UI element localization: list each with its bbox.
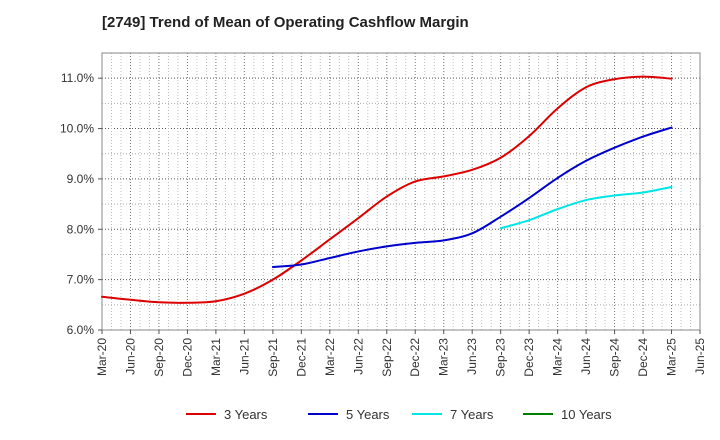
series-lines: [101, 75, 673, 304]
x-tick-label: Dec-22: [408, 338, 422, 377]
series-line-5-years: [271, 126, 673, 269]
y-tick-label: 11.0%: [61, 71, 94, 85]
x-tick-label: Sep-20: [152, 338, 166, 377]
legend-label: 10 Years: [561, 407, 612, 422]
x-tick-label: Mar-23: [437, 338, 451, 376]
x-tick-label: Jun-20: [123, 338, 137, 375]
x-tick-label: Sep-21: [266, 338, 280, 377]
x-tick-label: Sep-22: [380, 338, 394, 377]
y-tick-label: 10.0%: [60, 122, 94, 136]
x-tick-label: Jun-25: [693, 338, 707, 375]
y-tick-label: 9.0%: [67, 172, 95, 186]
x-axis: Mar-20 Jun-20 Sep-20 Dec-20 Mar-21 Jun-21 Sep-…: [95, 330, 707, 377]
legend: 3 Years 5 Years 7 Years 10 Years: [186, 407, 612, 422]
x-tick-label: Jun-23: [465, 338, 479, 375]
grid: [102, 52, 700, 331]
x-tick-label: Mar-22: [323, 338, 337, 376]
legend-label: 3 Years: [224, 407, 268, 422]
x-tick-label: Dec-23: [522, 338, 536, 377]
legend-label: 7 Years: [450, 407, 494, 422]
x-tick-label: Mar-25: [665, 338, 679, 376]
x-tick-label: Jun-22: [351, 338, 365, 375]
series-line-3-years: [101, 75, 673, 304]
x-tick-label: Mar-24: [551, 338, 565, 376]
x-tick-label: Mar-20: [95, 338, 109, 376]
plot-area: [101, 52, 701, 331]
chart-title: [2749] Trend of Mean of Operating Cashfl…: [102, 14, 469, 31]
y-tick-label: 7.0%: [67, 273, 95, 287]
x-tick-label: Sep-24: [608, 338, 622, 377]
series-line-7-years: [499, 185, 673, 230]
y-tick-label: 8.0%: [67, 222, 95, 236]
y-axis: 6.0% 7.0% 8.0% 9.0% 10.0% 11.0%: [60, 71, 102, 337]
legend-label: 5 Years: [346, 407, 390, 422]
y-tick-label: 6.0%: [67, 323, 95, 337]
x-tick-label: Jun-24: [579, 338, 593, 375]
x-tick-label: Jun-21: [237, 338, 251, 375]
x-tick-label: Dec-21: [294, 338, 308, 377]
x-tick-label: Dec-20: [180, 338, 194, 377]
x-tick-label: Sep-23: [494, 338, 508, 377]
x-tick-label: Mar-21: [209, 338, 223, 376]
x-tick-label: Dec-24: [636, 338, 650, 377]
